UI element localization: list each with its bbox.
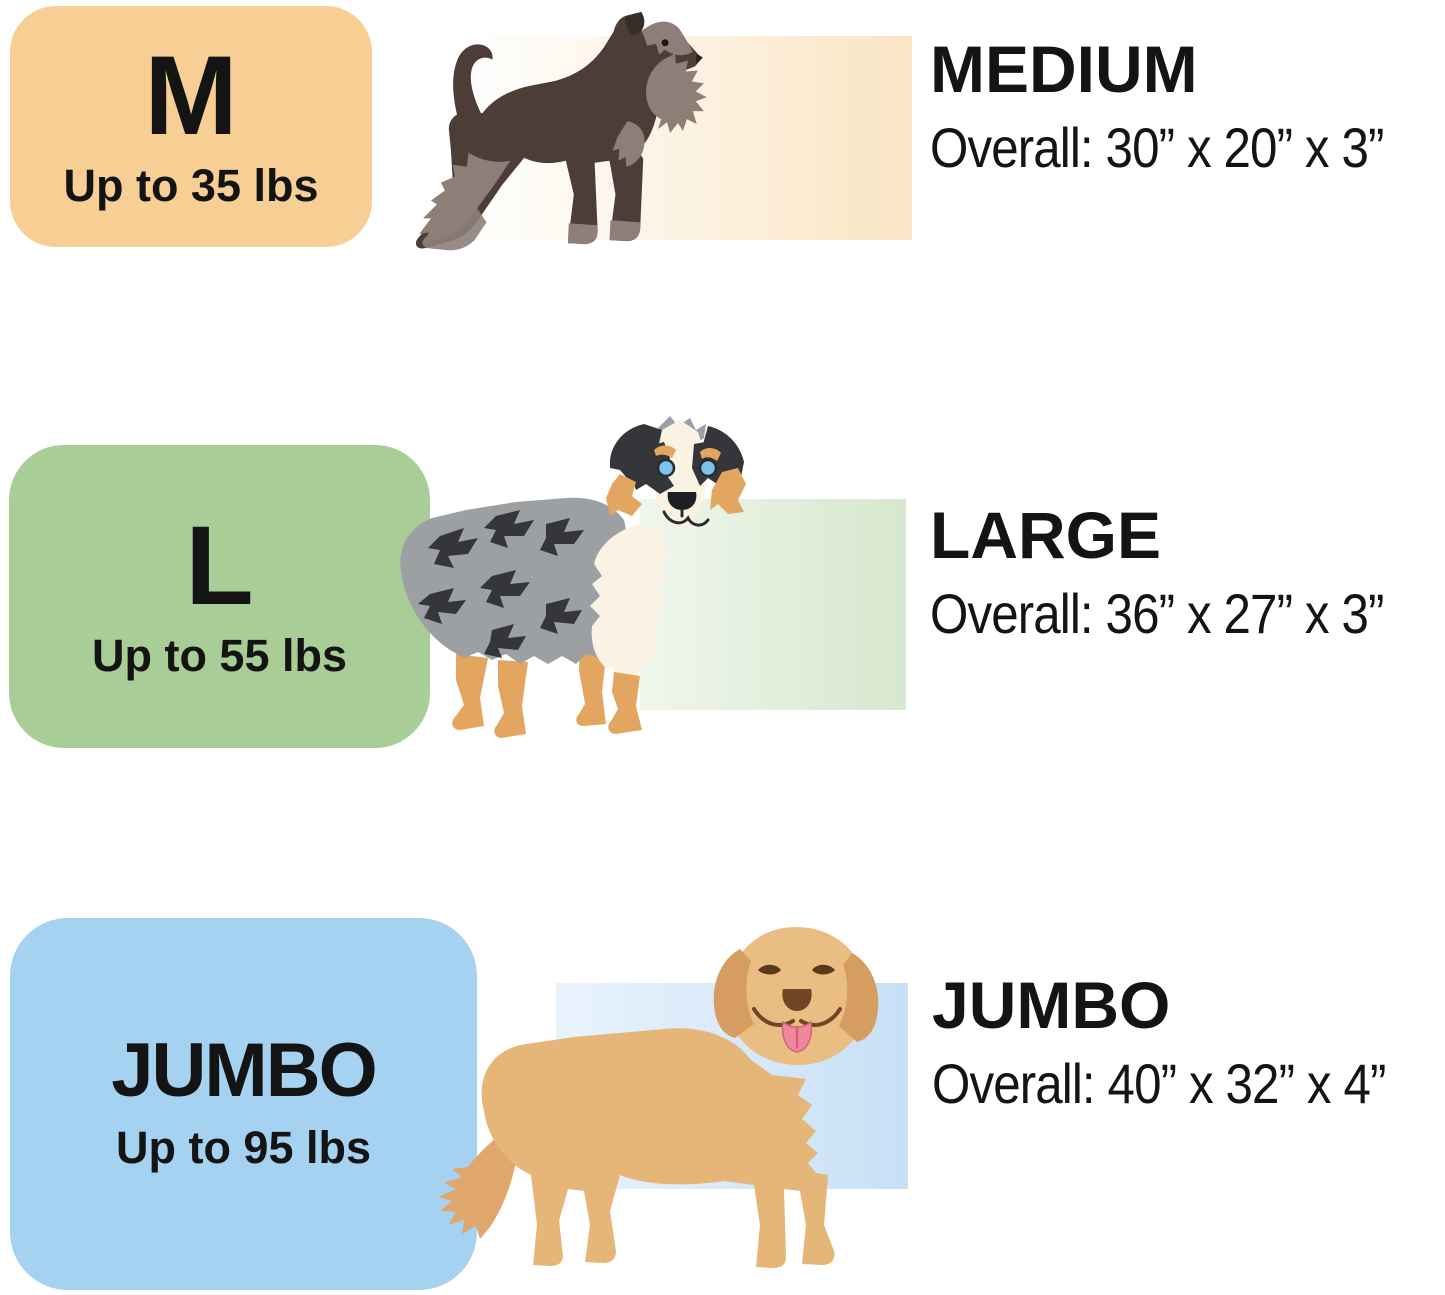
jumbo-size-info: JUMBO Overall: 40” x 32” x 4” <box>932 972 1445 1112</box>
jumbo-badge-letter: JUMBO <box>111 1028 377 1114</box>
golden-retriever-dog-illustration <box>438 927 879 1268</box>
australian-shepherd-dog-illustration <box>400 416 746 738</box>
large-size-badge: L Up to 55 lbs <box>9 445 430 748</box>
schnauzer-dog-illustration <box>415 11 707 251</box>
large-dimensions: Overall: 36” x 27” x 3” <box>930 582 1384 645</box>
large-title: LARGE <box>930 498 1161 572</box>
large-badge-letter: L <box>185 502 254 628</box>
jumbo-dimensions: Overall: 40” x 32” x 4” <box>932 1052 1386 1115</box>
jumbo-size-badge: JUMBO Up to 95 lbs <box>10 918 477 1290</box>
medium-weight-range: Up to 35 lbs <box>63 159 319 211</box>
large-weight-range: Up to 55 lbs <box>91 629 348 681</box>
jumbo-title: JUMBO <box>932 968 1171 1042</box>
medium-title: MEDIUM <box>930 32 1198 106</box>
medium-size-info: MEDIUM Overall: 30” x 20” x 3” <box>930 36 1445 176</box>
medium-size-badge: M Up to 35 lbs <box>10 6 372 247</box>
medium-dimensions: Overall: 30” x 20” x 3” <box>930 116 1384 179</box>
large-size-info: LARGE Overall: 36” x 27” x 3” <box>930 502 1445 642</box>
large-gradient-band <box>640 499 906 710</box>
medium-badge-letter: M <box>144 32 238 158</box>
jumbo-weight-range: Up to 95 lbs <box>115 1122 372 1174</box>
